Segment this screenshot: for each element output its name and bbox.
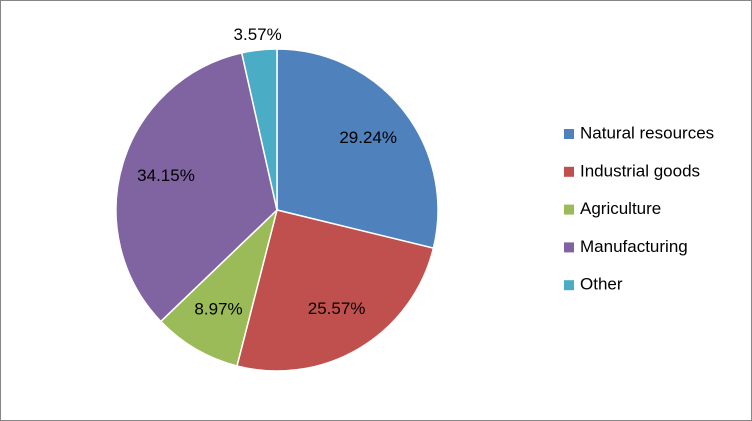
data-label: 8.97% (194, 300, 242, 319)
legend-label: Agriculture (580, 199, 661, 218)
legend-swatch (564, 280, 574, 291)
pie-slice (276, 48, 439, 250)
pie-slice (236, 209, 435, 372)
data-label: 34.15% (137, 166, 195, 185)
legend-swatch (564, 242, 574, 253)
data-label: 29.24% (339, 128, 397, 147)
pie-slice (115, 52, 278, 323)
legend-label: Manufacturing (580, 237, 688, 256)
legend-label: Other (580, 275, 623, 294)
legend-swatch (564, 204, 574, 215)
data-label: 3.57% (234, 25, 282, 44)
legend-swatch (564, 129, 574, 139)
pie-slice (159, 207, 279, 367)
data-label: 25.57% (308, 299, 366, 318)
legend-label: Industrial goods (580, 161, 700, 180)
legend-swatch (564, 166, 574, 177)
legend-label: Natural resources (580, 123, 714, 142)
pie-slice (240, 48, 278, 211)
